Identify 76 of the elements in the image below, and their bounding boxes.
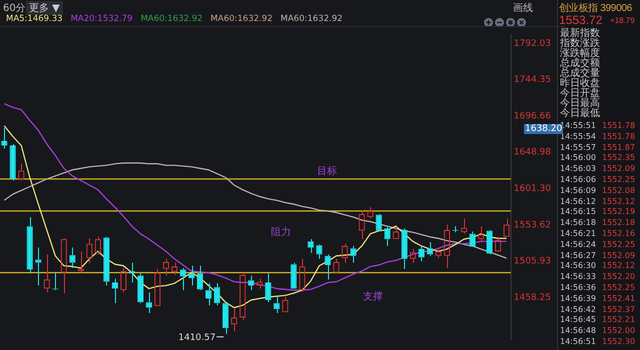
candlestick xyxy=(69,247,76,269)
text: 14:56:15 1552.19 xyxy=(560,207,636,218)
text: 14:56:12 1552.12 xyxy=(560,196,636,207)
text: 昨日收盘 xyxy=(560,78,600,89)
text: 14:56:09 1552.08 xyxy=(560,186,636,196)
y-tick-label: 1696.66 xyxy=(514,111,552,122)
text: 14:56:48 1552.00 xyxy=(560,326,636,336)
text: 14:56:00 1552.35 xyxy=(560,153,636,164)
text: 最新指数 xyxy=(560,28,600,39)
text: MA20:1532.79 xyxy=(70,14,133,24)
candlestick xyxy=(426,242,433,256)
candlestick xyxy=(486,230,493,255)
candlestick xyxy=(401,228,408,270)
ref-line-label: 支撑 xyxy=(362,290,383,303)
text: 60分 xyxy=(3,2,26,14)
text: 14:56:21 1552.16 xyxy=(560,229,636,239)
candlestick xyxy=(112,278,118,304)
text: 1638.20 xyxy=(524,124,564,134)
candlestick xyxy=(35,247,42,286)
text: MA5:1469.33 xyxy=(6,14,63,24)
candlestick xyxy=(376,214,382,231)
text: 14:56:27 1552.09 xyxy=(560,250,636,261)
ref-line-label: 阻力 xyxy=(270,226,291,238)
text: 14:56:30 1552.12 xyxy=(560,261,636,272)
candlestick xyxy=(196,265,204,291)
candlestick xyxy=(469,231,476,247)
text: 14:55:54 1551.78 xyxy=(560,132,636,142)
text: 14:55:57 1551.87 xyxy=(560,142,636,153)
candlestick xyxy=(384,226,390,246)
candlestick xyxy=(290,262,297,289)
candlestick xyxy=(350,245,356,264)
text: 指数涨跌 xyxy=(560,38,600,49)
candlestick xyxy=(265,272,272,303)
text: 今日最高 xyxy=(560,98,600,109)
text: 更多 ▼ xyxy=(26,1,63,15)
text: +18.79 xyxy=(610,16,635,25)
text: 14:56:33 1552.20 xyxy=(560,272,636,282)
y-tick-label: 1601.30 xyxy=(514,184,552,194)
text: 14:56:06 1552.25 xyxy=(560,175,636,185)
text: MA60:1632.92 xyxy=(210,14,273,24)
y-tick-label: 1744.35 xyxy=(514,75,551,86)
text: 画线 xyxy=(513,2,533,15)
ref-line-label: 目标 xyxy=(316,165,337,178)
text: 14:56:45 1552.21 xyxy=(560,315,636,326)
text: 创业板指 399006 xyxy=(559,2,632,15)
candlestick xyxy=(308,238,314,254)
text: 14:56:39 1552.41 xyxy=(560,294,636,304)
text: 今日开盘 xyxy=(560,88,600,99)
text: MA60:1632.92 xyxy=(280,14,343,24)
candlestick xyxy=(26,216,33,274)
text: 涨跌幅度 xyxy=(560,48,600,59)
candlestick xyxy=(10,144,16,182)
text: 14:56:24 1552.25 xyxy=(560,240,636,250)
text: 14:56:18 1552.18 xyxy=(560,218,636,228)
candlestick xyxy=(316,244,322,260)
y-tick-label: 1648.98 xyxy=(514,148,552,158)
text: 14:56:51 1552.30 xyxy=(560,337,636,347)
text: 今日最低 xyxy=(560,108,600,119)
y-tick-label: 1458.25 xyxy=(514,292,551,303)
candlestick xyxy=(274,296,280,314)
text: MA60:1632.92 xyxy=(140,14,203,24)
y-tick-label: 1792.03 xyxy=(514,38,551,49)
y-tick-label: 1553.62 xyxy=(514,220,551,230)
text: 14:56:03 1552.09 xyxy=(560,164,636,174)
y-tick-label: 1505.93 xyxy=(514,256,551,267)
candlestick xyxy=(222,302,229,334)
annotation: 1410.57 xyxy=(178,333,216,344)
candlestick xyxy=(188,265,195,286)
candlestick xyxy=(128,262,136,284)
candlestick xyxy=(214,282,220,306)
text: 1553.72 xyxy=(559,13,602,27)
candlestick xyxy=(248,275,254,291)
text: 总成交量 xyxy=(560,68,600,79)
text: 14:56:42 1552.37 xyxy=(560,304,636,315)
text: 14:56:36 1552.25 xyxy=(560,283,636,293)
text: 总成交额 xyxy=(560,58,600,69)
